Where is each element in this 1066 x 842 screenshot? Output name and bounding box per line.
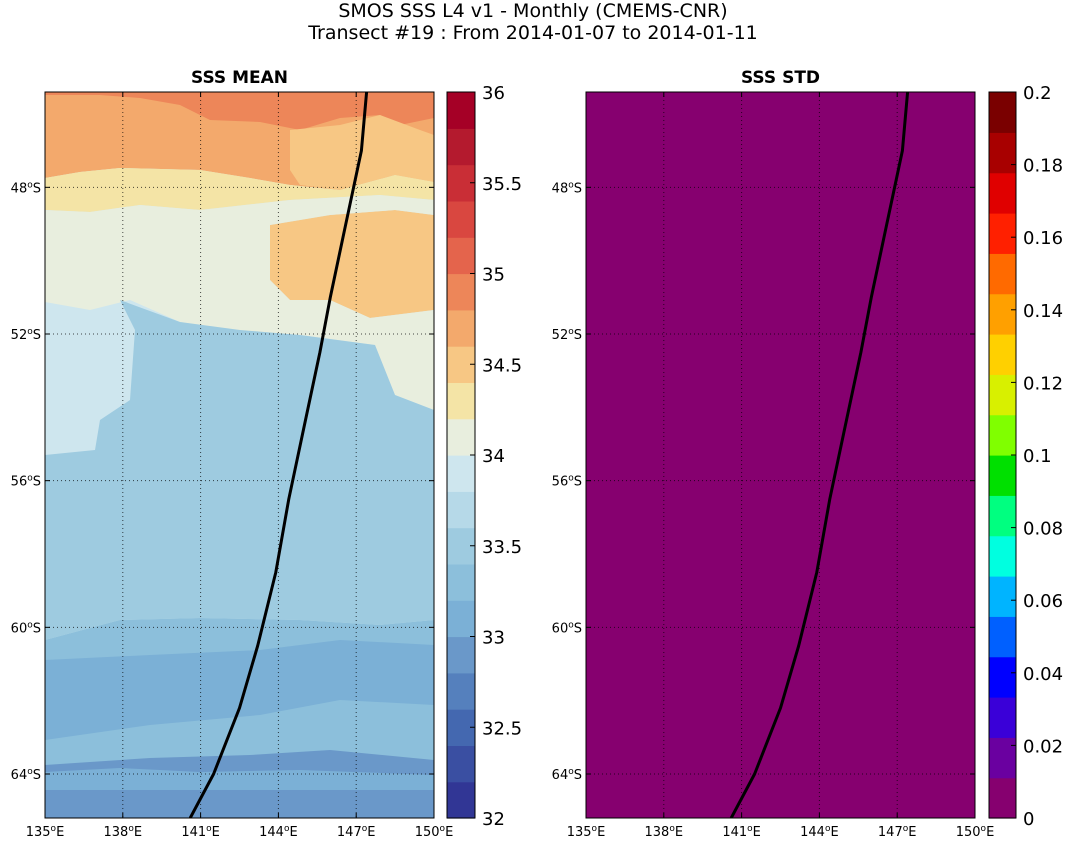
std-colorbar-tick-label: 0.02 xyxy=(1023,736,1063,757)
mean-colorbar-segment xyxy=(447,128,475,166)
std-colorbar-segment xyxy=(989,656,1016,698)
std-colorbar-tick-label: 0.12 xyxy=(1023,373,1063,394)
mean-panel-title: SSS MEAN xyxy=(191,68,288,88)
mean-xtick-label: 135oE xyxy=(26,824,65,840)
std-xtick-label: 138oE xyxy=(645,824,684,840)
mean-colorbar-tick-label: 34.5 xyxy=(482,355,522,376)
mean-colorbar-segment xyxy=(447,745,475,783)
mean-xtick-label: 141oE xyxy=(181,824,220,840)
mean-ytick-label: 48oS xyxy=(11,180,41,196)
mean-zone-344-plume xyxy=(270,210,434,318)
mean-xtick-label: 147oE xyxy=(337,824,376,840)
mean-colorbar-tick-label: 32.5 xyxy=(482,718,522,739)
std-xtick-label: 150oE xyxy=(956,824,995,840)
mean-colorbar-segment xyxy=(447,273,475,311)
std-colorbar-tick-label: 0.18 xyxy=(1023,156,1063,177)
mean-colorbar-tick-label: 35 xyxy=(482,265,505,286)
std-colorbar-tick-label: 0.1 xyxy=(1023,446,1052,467)
std-colorbar-segment xyxy=(989,213,1016,254)
std-colorbar-tick-label: 0.04 xyxy=(1023,664,1063,685)
mean-zone-340 xyxy=(45,195,434,410)
mean-colorbar-segment xyxy=(447,636,475,674)
std-colorbar-tick-label: 0.14 xyxy=(1023,301,1063,322)
std-colorbar-segment xyxy=(989,495,1016,537)
mean-ytick-label: 52oS xyxy=(11,327,41,343)
mean-field xyxy=(45,92,434,818)
mean-xtick-label: 150oE xyxy=(415,824,454,840)
std-colorbar-tick-label: 0 xyxy=(1023,809,1034,830)
std-colorbar-segment xyxy=(989,172,1016,214)
mean-zone-337 xyxy=(45,300,434,640)
std-colorbar-segment xyxy=(989,535,1016,577)
mean-colorbar-segment xyxy=(447,781,475,819)
mean-colorbar-tick-label: 34 xyxy=(482,446,505,467)
mean-colorbar-segment xyxy=(447,455,475,492)
std-xtick-label: 144oE xyxy=(800,824,839,840)
std-colorbar-segment xyxy=(989,253,1016,295)
std-colorbar-segment xyxy=(989,455,1016,496)
mean-colorbar-segment xyxy=(447,200,475,238)
mean-colorbar-segment xyxy=(447,237,475,275)
mean-colorbar-segment xyxy=(447,309,475,347)
std-colorbar-segment xyxy=(989,737,1016,779)
mean-zone-342 xyxy=(45,168,434,212)
std-colorbar-segment xyxy=(989,132,1016,174)
std-xtick-label: 135oE xyxy=(567,824,606,840)
mean-colorbar-segment xyxy=(447,672,475,710)
std-colorbar-tick-label: 0.2 xyxy=(1023,83,1052,104)
figure-title-line-2: Transect #19 : From 2014-01-07 to 2014-0… xyxy=(308,22,758,44)
std-ytick-label: 64oS xyxy=(552,767,582,783)
std-colorbar-segment xyxy=(989,374,1016,416)
std-ytick-label: 56oS xyxy=(552,474,582,490)
mean-ytick-label: 56oS xyxy=(11,474,41,490)
mean-colorbar-tick-label: 33 xyxy=(482,628,505,649)
mean-colorbar-segment xyxy=(447,600,475,638)
mean-colorbar-tick-label: 33.5 xyxy=(482,537,522,558)
std-ytick-label: 52oS xyxy=(552,327,582,343)
std-transect-line xyxy=(729,92,910,818)
std-panel-title: SSS STD xyxy=(741,68,820,88)
mean-ytick-label: 60oS xyxy=(11,620,41,636)
mean-colorbar-segment xyxy=(447,92,475,129)
mean-colorbar-tick-label: 35.5 xyxy=(482,174,522,195)
mean-xtick-label: 144oE xyxy=(259,824,298,840)
std-zone-field xyxy=(586,92,975,818)
std-ytick-label: 60oS xyxy=(552,620,582,636)
std-colorbar-segment xyxy=(989,334,1016,375)
std-colorbar-tick-label: 0.08 xyxy=(1023,519,1063,540)
std-colorbar-segment xyxy=(989,92,1016,133)
mean-zone-349 xyxy=(45,92,434,130)
mean-xtick-label: 138oE xyxy=(104,824,143,840)
std-ytick-label: 48oS xyxy=(552,180,582,196)
mean-colorbar-segment xyxy=(447,418,475,456)
std-frame xyxy=(585,91,976,819)
std-xtick-label: 141oE xyxy=(722,824,761,840)
mean-colorbar-segment xyxy=(447,491,475,529)
std-colorbar-segment xyxy=(989,616,1016,658)
std-colorbar-segment xyxy=(989,777,1016,819)
std-colorbar-tick-label: 0.16 xyxy=(1023,228,1063,249)
mean-zone-333-band xyxy=(45,768,434,790)
std-field xyxy=(586,92,975,818)
std-colorbar-segment xyxy=(989,576,1016,617)
std-colorbar-segment xyxy=(989,293,1016,335)
std-colorbar-segment xyxy=(989,414,1016,456)
mean-colorbar-tick-label: 36 xyxy=(482,83,505,104)
mean-ytick-label: 64oS xyxy=(11,767,41,783)
mean-colorbar-tick-label: 32 xyxy=(482,809,505,830)
mean-frame xyxy=(44,91,435,819)
mean-colorbar-segment xyxy=(447,563,475,601)
std-colorbar-tick-label: 0.06 xyxy=(1023,591,1063,612)
figure-title-line-1: SMOS SSS L4 v1 - Monthly (CMEMS-CNR) xyxy=(338,0,728,22)
mean-transect-line xyxy=(188,92,369,818)
std-colorbar-segment xyxy=(989,697,1016,738)
std-xtick-label: 147oE xyxy=(878,824,917,840)
mean-colorbar-segment xyxy=(447,382,475,420)
